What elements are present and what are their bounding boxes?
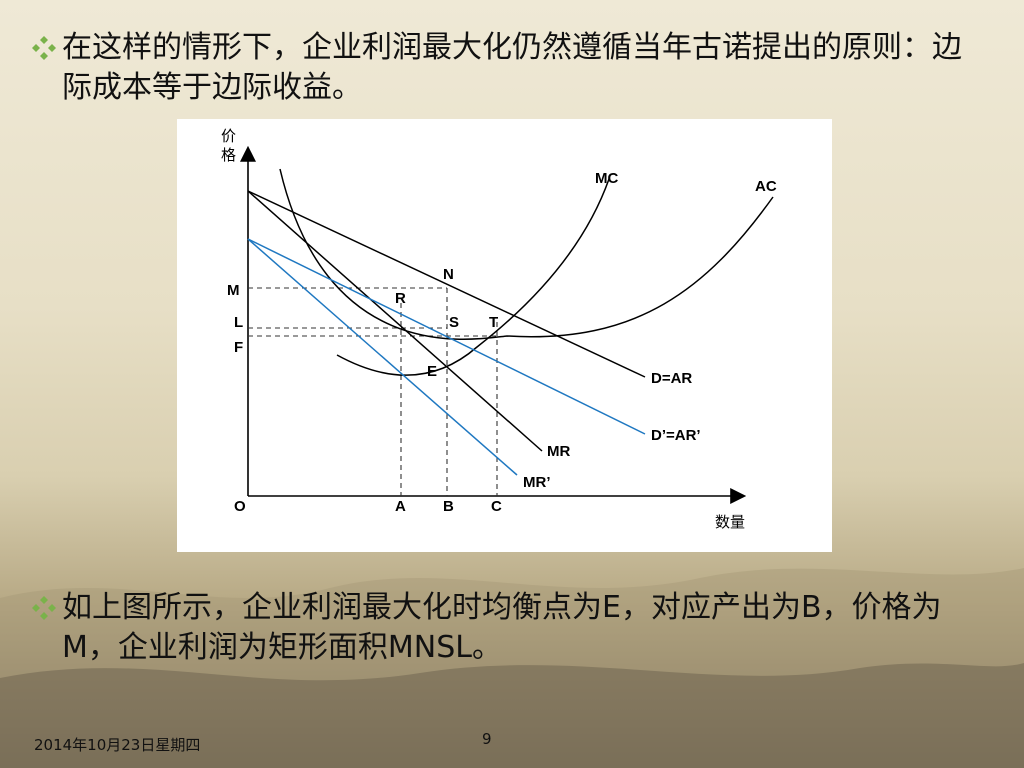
x-axis-label: 数量 — [715, 514, 745, 531]
diamond-cluster-icon — [32, 596, 56, 620]
price-label-f: F — [234, 339, 243, 356]
quantity-label-c: C — [491, 498, 502, 515]
price-label-l: L — [234, 314, 243, 331]
page-number: 9 — [482, 730, 492, 748]
marginal-revenue-curve-mr — [247, 190, 543, 452]
marginal-cost-curve-mc — [336, 178, 610, 376]
bullet-paragraph-2: 如上图所示，企业利润最大化时均衡点为E，对应产出为B，价格为M，企业利润为矩形面… — [30, 588, 990, 668]
y-axis-label-part-2: 格 — [221, 147, 236, 164]
demand-curve-d-ar-prime — [247, 238, 646, 435]
curve-label-d-ar: D=AR — [651, 370, 692, 387]
point-label-s: S — [449, 314, 459, 331]
point-label-e: E — [427, 363, 437, 380]
marginal-revenue-curve-mr-prime — [247, 238, 518, 476]
bullet-text-1: 在这样的情形下，企业利润最大化仍然遵循当年古诺提出的原则：边际成本等于边际收益。 — [62, 30, 962, 105]
bullet-paragraph-1: 在这样的情形下，企业利润最大化仍然遵循当年古诺提出的原则：边际成本等于边际收益。 — [30, 28, 990, 108]
price-label-m: M — [227, 282, 240, 299]
quantity-label-a: A — [395, 498, 406, 515]
profit-maximization-diagram: 价 格 数量 O M L F A B C N R S T E MC AC D=A… — [177, 119, 832, 552]
curve-label-mr: MR — [547, 443, 570, 460]
average-cost-curve-ac — [279, 168, 774, 341]
origin-label: O — [234, 498, 246, 515]
demand-curve-d-ar — [247, 190, 646, 378]
bullet-text-2: 如上图所示，企业利润最大化时均衡点为E，对应产出为B，价格为M，企业利润为矩形面… — [62, 590, 942, 665]
curve-label-d-ar-prime: D’=AR’ — [651, 427, 701, 444]
curve-label-mc: MC — [595, 170, 618, 187]
curve-label-mr-prime: MR’ — [523, 474, 551, 491]
y-axis-label-part-1: 价 — [221, 128, 236, 145]
point-label-t: T — [489, 314, 498, 331]
diagram-canvas: 价 格 数量 O M L F A B C N R S T E MC AC D=A… — [221, 128, 777, 531]
background-landscape — [0, 568, 1024, 768]
curve-label-ac: AC — [755, 178, 777, 195]
quantity-label-b: B — [443, 498, 454, 515]
guide-lines — [248, 287, 498, 496]
diamond-cluster-icon — [32, 36, 56, 60]
point-label-n: N — [443, 266, 454, 283]
footer-date: 2014年10月23日星期四 — [34, 736, 201, 754]
point-label-r: R — [395, 290, 406, 307]
